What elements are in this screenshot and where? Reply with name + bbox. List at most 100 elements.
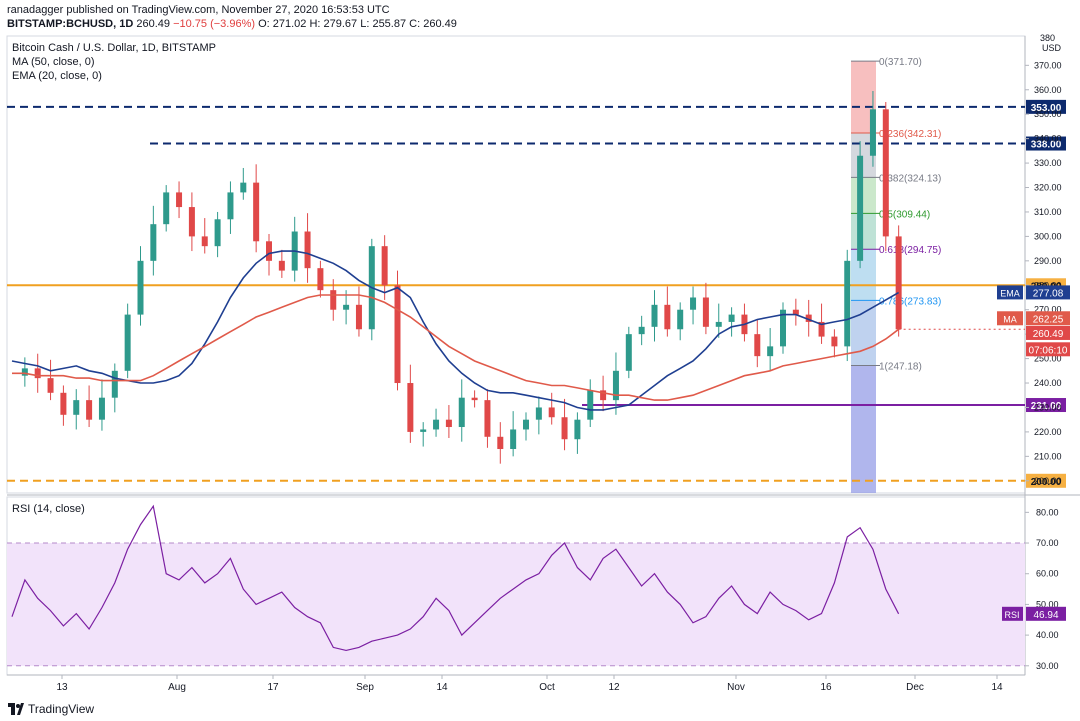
- rsi-tick-label: 40.00: [1036, 630, 1059, 640]
- candle-body: [214, 219, 221, 247]
- candle-body: [523, 419, 529, 430]
- candle-body: [638, 326, 645, 335]
- candle-body: [818, 321, 825, 337]
- level-price-tag-text: 200.00: [1031, 477, 1062, 488]
- x-tick-label: 16: [820, 682, 832, 693]
- ma-price-tag: [1026, 311, 1070, 326]
- y-tick-label: 300.00: [1034, 231, 1062, 241]
- candle-body: [124, 314, 131, 371]
- candle-body: [831, 336, 838, 347]
- candle-body: [728, 314, 735, 322]
- candle-body: [330, 290, 337, 310]
- ema-price-tag-text: 277.08: [1033, 288, 1064, 299]
- candle-body: [471, 397, 478, 401]
- candle-body: [407, 383, 414, 432]
- rsi-tag-label-box: [1002, 606, 1023, 621]
- currency-label: USD: [1042, 43, 1062, 53]
- candle-body: [355, 304, 362, 330]
- candle-body: [651, 304, 658, 327]
- y-tick-label: 290.00: [1034, 256, 1062, 266]
- candle-body: [458, 397, 465, 428]
- ema-price-tag-label-box: [997, 285, 1023, 300]
- candle-body: [497, 436, 504, 450]
- fib-zone: [851, 300, 876, 366]
- ohlc-values: O: 271.02 H: 279.67 L: 255.87 C: 260.49: [258, 18, 457, 30]
- fib-level-label: 0(371.70): [879, 57, 922, 68]
- rsi-tick-label: 30.00: [1036, 661, 1059, 671]
- candle-body: [869, 109, 876, 156]
- tradingview-brand: TradingView: [28, 702, 95, 716]
- y-tick-label: 230.00: [1034, 402, 1062, 412]
- candle-body: [394, 285, 401, 384]
- candle-body: [690, 297, 697, 310]
- candle-body: [73, 400, 80, 415]
- y-tick-label: 280.00: [1034, 280, 1062, 290]
- fib-level-label: 0.5(309.44): [879, 209, 930, 220]
- candle-body: [420, 429, 427, 432]
- candle-body: [253, 182, 260, 242]
- y-tick-label: 310.00: [1034, 207, 1062, 217]
- x-tick-label: 13: [56, 682, 68, 693]
- ma-price-tag-text: 262.25: [1033, 314, 1064, 325]
- rsi-tick-label: 80.00: [1036, 507, 1059, 517]
- candle-body: [510, 429, 517, 450]
- candle-body: [343, 304, 350, 310]
- fib-level-label: 1(247.18): [879, 361, 922, 372]
- fib-extension-zone: [851, 365, 876, 493]
- y-tick-label: 350.00: [1034, 109, 1062, 119]
- level-price-tag: [1026, 398, 1066, 413]
- y-tick-label: 240.00: [1034, 378, 1062, 388]
- rsi-value-tag-text: 46.94: [1033, 610, 1058, 621]
- axis-top-label: 380: [1040, 33, 1055, 43]
- candle-body: [535, 407, 542, 420]
- candle-body: [188, 207, 195, 237]
- candle-body: [702, 297, 709, 327]
- x-tick-label: Oct: [539, 682, 555, 693]
- tradingview-logo-icon: [8, 703, 24, 715]
- level-price-tag: [1026, 99, 1066, 114]
- fib-zone: [851, 213, 876, 250]
- level-price-tag-text: 231.00: [1031, 401, 1062, 412]
- candle-body: [612, 370, 619, 401]
- candle-body: [163, 192, 170, 225]
- y-tick-label: 250.00: [1034, 354, 1062, 364]
- candle-body: [780, 309, 786, 347]
- y-tick-label: 210.00: [1034, 451, 1062, 461]
- ema-price-tag-label: EMA: [1000, 288, 1020, 298]
- last-price: 260.49: [136, 18, 171, 30]
- candle-body: [201, 236, 208, 247]
- candle-body: [445, 419, 452, 428]
- symbol: BITSTAMP:BCHUSD, 1D: [7, 18, 134, 30]
- y-tick-label: 360.00: [1034, 85, 1062, 95]
- fib-zone: [851, 177, 876, 214]
- ema-legend: EMA (20, close, 0): [12, 70, 102, 82]
- y-tick-label: 270.00: [1034, 305, 1062, 315]
- x-tick-label: Aug: [168, 682, 186, 693]
- candle-body: [21, 368, 28, 376]
- level-price-tag: [1026, 136, 1066, 151]
- y-tick-label: 340.00: [1034, 134, 1062, 144]
- tradingview-footer: TradingView: [8, 702, 94, 716]
- candle-body: [176, 192, 183, 208]
- x-tick-label: 17: [267, 682, 279, 693]
- level-price-tag-text: 353.00: [1031, 103, 1062, 114]
- rsi-tick-label: 60.00: [1036, 569, 1059, 579]
- fib-level-label: 0.786(273.83): [879, 296, 941, 307]
- rsi-tag-label: RSI: [1004, 610, 1019, 620]
- rsi-tick-label: 70.00: [1036, 538, 1059, 548]
- last-price-tag: [1026, 325, 1070, 340]
- level-price-tag-text: 338.00: [1031, 140, 1062, 151]
- candle-body: [304, 231, 311, 269]
- candle-body: [857, 155, 864, 261]
- candle-body: [278, 260, 285, 271]
- x-tick-label: 14: [436, 682, 448, 693]
- chart-title: Bitcoin Cash / U.S. Dollar, 1D, BITSTAMP: [12, 42, 216, 54]
- candle-body: [47, 378, 54, 393]
- fib-zone: [851, 249, 876, 301]
- x-tick-label: Dec: [906, 682, 924, 693]
- x-tick-label: 14: [991, 682, 1003, 693]
- candle-body: [34, 368, 41, 379]
- rsi-value-tag: [1026, 606, 1066, 621]
- ema-price-tag: [1026, 285, 1070, 300]
- level-price-tag: [1026, 473, 1066, 488]
